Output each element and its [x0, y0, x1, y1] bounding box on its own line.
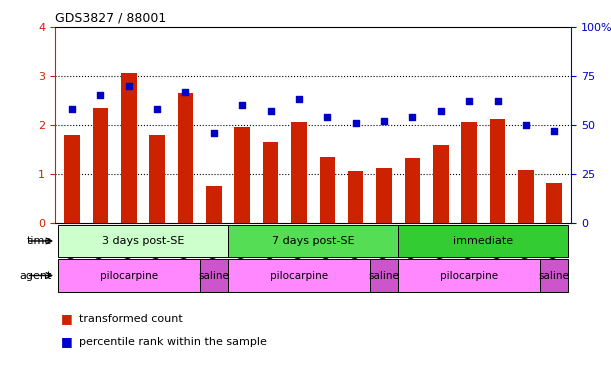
Text: pilocarpine: pilocarpine: [270, 270, 328, 281]
Text: 3 days post-SE: 3 days post-SE: [102, 236, 184, 246]
Bar: [178, 93, 193, 223]
Bar: [320, 157, 335, 223]
Point: [323, 114, 332, 120]
Bar: [398, 225, 568, 257]
Bar: [64, 135, 80, 223]
Point: [464, 98, 474, 104]
Bar: [149, 135, 165, 223]
Bar: [228, 259, 370, 292]
Bar: [121, 73, 136, 223]
Point: [294, 96, 304, 103]
Bar: [546, 182, 562, 223]
Bar: [58, 259, 200, 292]
Bar: [93, 108, 108, 223]
Bar: [58, 225, 228, 257]
Text: ■: ■: [61, 335, 73, 348]
Point: [181, 88, 191, 94]
Bar: [461, 122, 477, 223]
Point: [521, 122, 531, 128]
Bar: [490, 119, 505, 223]
Point: [436, 108, 445, 114]
Bar: [518, 170, 533, 223]
Text: transformed count: transformed count: [79, 314, 183, 324]
Bar: [540, 259, 568, 292]
Bar: [200, 259, 228, 292]
Text: saline: saline: [199, 270, 229, 281]
Text: percentile rank within the sample: percentile rank within the sample: [79, 337, 267, 347]
Bar: [263, 142, 279, 223]
Point: [95, 92, 105, 98]
Point: [67, 106, 77, 112]
Bar: [228, 225, 398, 257]
Point: [209, 129, 219, 136]
Text: 7 days post-SE: 7 days post-SE: [272, 236, 354, 246]
Bar: [370, 259, 398, 292]
Text: pilocarpine: pilocarpine: [440, 270, 498, 281]
Text: pilocarpine: pilocarpine: [100, 270, 158, 281]
Text: GDS3827 / 88001: GDS3827 / 88001: [55, 11, 166, 24]
Point: [492, 98, 502, 104]
Point: [266, 108, 276, 114]
Text: saline: saline: [539, 270, 569, 281]
Bar: [206, 186, 222, 223]
Point: [152, 106, 162, 112]
Text: ■: ■: [61, 312, 73, 325]
Bar: [348, 171, 364, 223]
Bar: [235, 127, 250, 223]
Point: [351, 120, 360, 126]
Text: saline: saline: [368, 270, 400, 281]
Bar: [376, 168, 392, 223]
Point: [379, 118, 389, 124]
Point: [549, 127, 559, 134]
Text: agent: agent: [20, 270, 52, 281]
Bar: [398, 259, 540, 292]
Bar: [291, 122, 307, 223]
Point: [237, 102, 247, 108]
Point: [408, 114, 417, 120]
Text: time: time: [27, 236, 52, 246]
Bar: [404, 158, 420, 223]
Bar: [433, 146, 448, 223]
Point: [124, 83, 134, 89]
Text: immediate: immediate: [453, 236, 513, 246]
